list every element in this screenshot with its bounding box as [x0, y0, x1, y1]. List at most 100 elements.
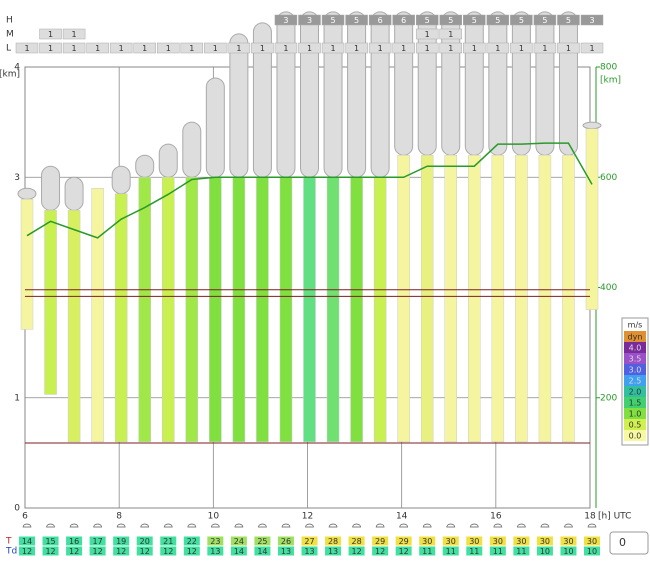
- value-cell: [489, 536, 506, 546]
- value-label: 12: [93, 547, 103, 556]
- value-cell: [183, 536, 200, 546]
- value-cell: [325, 536, 342, 546]
- weather-icon: [493, 523, 503, 528]
- value-cell: [89, 536, 106, 546]
- value-label: 30: [493, 537, 503, 546]
- legend-label: 0.0: [629, 432, 642, 441]
- value-cell: [348, 546, 365, 556]
- value-cell: [301, 546, 318, 556]
- row-box: [580, 14, 604, 26]
- value-cell: [207, 536, 224, 546]
- weather-icon: [258, 523, 267, 528]
- row-box: [510, 14, 533, 26]
- value-cell: [301, 536, 318, 546]
- y-tick-label: 3: [14, 173, 20, 183]
- value-cell: [584, 536, 600, 546]
- row-value: 1: [95, 44, 100, 53]
- bar: [20, 199, 34, 330]
- row-label: Td: [5, 547, 17, 557]
- weather-icon: [140, 523, 150, 528]
- value-label: 30: [540, 537, 550, 546]
- cloud: [158, 143, 178, 178]
- legend-label: 4.0: [629, 344, 642, 353]
- cloud: [323, 11, 343, 178]
- row-box: [274, 14, 298, 26]
- value-label: 24: [234, 537, 244, 546]
- row-box: [510, 42, 533, 54]
- value-label: 21: [163, 537, 173, 546]
- value-cell: [395, 536, 412, 546]
- weather-icon: [587, 523, 597, 528]
- bar: [91, 188, 104, 443]
- row-box: [321, 42, 345, 54]
- row-box: [580, 42, 604, 54]
- row-value: 1: [307, 44, 312, 53]
- value-label: 11: [469, 547, 479, 556]
- value-label: 30: [422, 537, 432, 546]
- value-cell: [19, 546, 35, 556]
- x-tick-label: 14: [396, 512, 408, 522]
- row-value: 1: [425, 44, 430, 53]
- row-box: [39, 42, 62, 54]
- value-cell: [536, 546, 553, 556]
- value-cell: [466, 546, 483, 556]
- row-box: [415, 28, 439, 40]
- row-value: 1: [213, 44, 218, 53]
- row-box: [109, 42, 133, 54]
- row-box: [439, 42, 462, 54]
- row-box: [133, 42, 156, 54]
- value-label: 22: [187, 537, 197, 546]
- bar: [67, 210, 81, 443]
- y2-tick-label: 200: [600, 393, 617, 403]
- value-cell: [42, 546, 59, 556]
- value-label: 12: [163, 547, 173, 556]
- weather-icon: [69, 523, 79, 528]
- row-value: 1: [542, 44, 547, 53]
- value-label: 25: [257, 537, 267, 546]
- legend-swatch: [624, 364, 646, 375]
- value-cell: [66, 536, 83, 546]
- row-value: 6: [378, 16, 383, 25]
- row-box: [533, 14, 557, 26]
- row-box: [321, 14, 345, 26]
- value-cell: [513, 546, 530, 556]
- legend-swatch: [624, 397, 646, 408]
- value-cell: [207, 546, 224, 556]
- legend-label: dyn: [628, 333, 643, 342]
- weather-icon: [446, 523, 456, 528]
- value-label: 14: [22, 537, 32, 546]
- weather-icon: [46, 523, 55, 528]
- weather-icon: [564, 523, 573, 528]
- value-cell: [113, 546, 130, 556]
- legend-swatch: [624, 430, 646, 441]
- row-value: 5: [519, 16, 524, 25]
- value-label: 17: [93, 537, 103, 546]
- row-label: M: [6, 30, 14, 40]
- row-value: 5: [330, 16, 335, 25]
- y-tick-label: 0: [14, 504, 20, 514]
- spinner-value: 0: [619, 536, 626, 549]
- bar: [256, 177, 269, 443]
- row-value: 1: [166, 44, 171, 53]
- spinner[interactable]: [609, 531, 649, 555]
- row-box: [463, 14, 486, 26]
- weather-icon: [375, 523, 385, 528]
- value-cell: [442, 536, 459, 546]
- row-box: [557, 14, 580, 26]
- value-cell: [230, 536, 247, 546]
- row-box: [392, 42, 415, 54]
- bar: [562, 154, 575, 443]
- cloud: [394, 11, 414, 156]
- weather-icon: [517, 523, 526, 528]
- value-cell: [277, 536, 294, 546]
- row-value: 3: [589, 16, 594, 25]
- bar: [279, 177, 293, 443]
- row-box: [486, 14, 510, 26]
- cloud: [582, 121, 602, 130]
- bar: [585, 128, 599, 310]
- value-label: 14: [257, 547, 267, 556]
- row-box: [180, 42, 204, 54]
- cloud: [135, 154, 155, 178]
- y2-tick-label: 800: [600, 63, 617, 73]
